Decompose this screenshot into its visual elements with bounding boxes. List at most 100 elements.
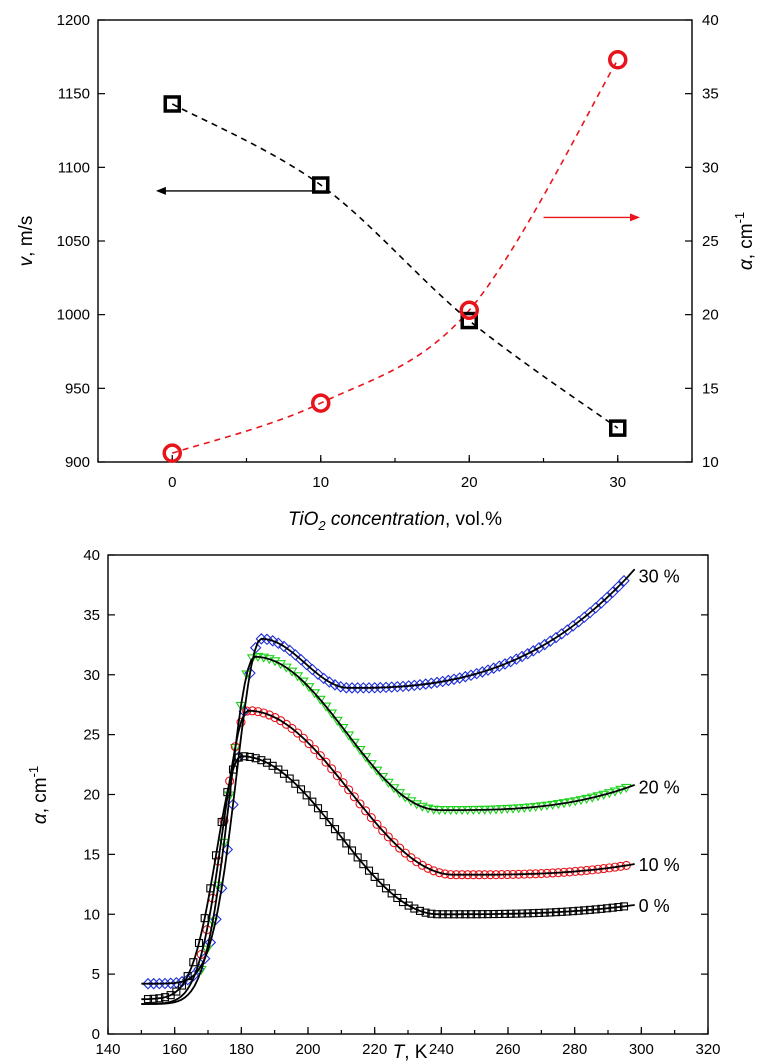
data-point bbox=[354, 746, 366, 756]
data-point bbox=[353, 853, 362, 862]
data-point bbox=[320, 702, 332, 712]
series-label: 20 % bbox=[639, 777, 680, 797]
data-point bbox=[595, 597, 608, 609]
y-tick-label: 15 bbox=[83, 846, 100, 863]
data-point bbox=[361, 806, 371, 816]
data-point bbox=[298, 733, 308, 743]
data-point bbox=[236, 717, 246, 727]
data-point bbox=[360, 753, 372, 763]
data-point bbox=[142, 977, 154, 990]
x-tick-label: 180 bbox=[229, 1041, 254, 1058]
series-label: 10 % bbox=[639, 855, 680, 875]
x-tick-label: 10 bbox=[312, 474, 329, 491]
data-point bbox=[332, 771, 342, 781]
data-point bbox=[410, 904, 419, 913]
data-point bbox=[189, 958, 198, 967]
y-tick-label: 20 bbox=[83, 787, 100, 804]
data-point bbox=[279, 769, 289, 778]
y-tick-label: 5 bbox=[92, 966, 100, 983]
data-point bbox=[172, 987, 181, 996]
data-point bbox=[274, 765, 283, 774]
x-tick-label: 30 bbox=[609, 474, 626, 491]
arrow-head bbox=[155, 186, 166, 195]
data-point bbox=[364, 866, 374, 875]
top-right-y-axis-label: α, cm-1 bbox=[732, 212, 757, 270]
y-left-tick-label: 1200 bbox=[57, 12, 90, 29]
data-point bbox=[365, 760, 377, 770]
data-point bbox=[394, 789, 406, 799]
data-point bbox=[147, 977, 160, 990]
data-point bbox=[292, 672, 304, 682]
y-tick-label: 0 bbox=[92, 1026, 100, 1043]
data-point bbox=[370, 872, 379, 881]
top-chart: 0 10 20 30 900 950 1000 1050 1100 1150 1200 10 15 20 2… bbox=[16, 12, 757, 533]
fit-line bbox=[141, 568, 636, 985]
data-point bbox=[330, 825, 340, 834]
y-tick-label: 10 bbox=[83, 906, 100, 923]
data-point bbox=[312, 176, 330, 194]
data-point bbox=[285, 774, 294, 783]
data-point bbox=[162, 443, 182, 463]
data-point bbox=[374, 681, 387, 694]
data-point bbox=[618, 575, 630, 587]
x-tick-label: 220 bbox=[362, 1041, 387, 1058]
data-point bbox=[315, 751, 325, 761]
fit-line bbox=[141, 655, 635, 1005]
data-point bbox=[302, 791, 311, 800]
data-point bbox=[311, 393, 331, 413]
fit-line bbox=[141, 709, 635, 1005]
data-point bbox=[385, 681, 398, 693]
data-point bbox=[153, 977, 166, 990]
data-point bbox=[336, 832, 345, 841]
x-tick-label: 160 bbox=[162, 1041, 187, 1058]
data-point bbox=[309, 689, 321, 699]
bottom-ticks: 140 160 180 200 220 240 260 280 300 320 0 5 10 15 20 25… bbox=[83, 547, 720, 1058]
bottom-chart: 140 160 180 200 220 240 260 280 300 320 0 5 10 15 20 25… bbox=[26, 547, 721, 1063]
data-point bbox=[429, 866, 439, 876]
x-tick-label: 240 bbox=[429, 1041, 454, 1058]
trend-line bbox=[171, 103, 619, 429]
y-left-tick-label: 1000 bbox=[57, 307, 90, 324]
data-point bbox=[342, 839, 351, 848]
y-left-tick-label: 900 bbox=[65, 454, 90, 471]
x-tick-label: 20 bbox=[461, 474, 478, 491]
data-point bbox=[337, 724, 349, 734]
data-point bbox=[325, 818, 334, 827]
data-point bbox=[417, 860, 427, 870]
data-point bbox=[387, 889, 396, 898]
x-tick-label: 320 bbox=[695, 1041, 720, 1058]
top-trend-lines bbox=[171, 59, 619, 454]
series-label: 30 % bbox=[639, 567, 680, 587]
data-point bbox=[344, 785, 354, 795]
top-left-y-axis-label: v, m/s bbox=[16, 216, 37, 267]
y-left-tick-label: 1100 bbox=[58, 159, 90, 176]
data-point bbox=[163, 95, 181, 113]
top-markers bbox=[162, 50, 628, 463]
y-tick-label: 25 bbox=[83, 727, 100, 744]
data-point bbox=[460, 311, 478, 330]
bottom-fit-lines bbox=[141, 568, 636, 1005]
data-point bbox=[389, 838, 399, 848]
data-point bbox=[448, 673, 460, 686]
data-point bbox=[246, 654, 258, 664]
y-right-tick-label: 15 bbox=[702, 380, 719, 397]
data-point bbox=[372, 819, 382, 829]
data-point bbox=[436, 675, 449, 688]
data-point bbox=[423, 863, 433, 873]
fit-line bbox=[141, 755, 635, 1001]
data-point bbox=[434, 868, 444, 878]
bottom-x-axis-label: T, K bbox=[393, 1042, 428, 1063]
data-point bbox=[286, 667, 298, 677]
data-point bbox=[304, 739, 314, 749]
top-ticks: 0 10 20 30 900 950 1000 1050 1100 1150 1200 10 15 20 2… bbox=[57, 12, 719, 491]
data-point bbox=[355, 799, 365, 809]
data-point bbox=[388, 784, 400, 794]
data-point bbox=[291, 779, 300, 788]
data-point bbox=[391, 680, 404, 693]
data-point bbox=[296, 785, 306, 794]
data-point bbox=[357, 682, 370, 694]
data-point bbox=[408, 679, 421, 692]
data-point bbox=[425, 677, 438, 690]
data-point bbox=[346, 682, 358, 694]
x-tick-label: 260 bbox=[495, 1041, 520, 1058]
